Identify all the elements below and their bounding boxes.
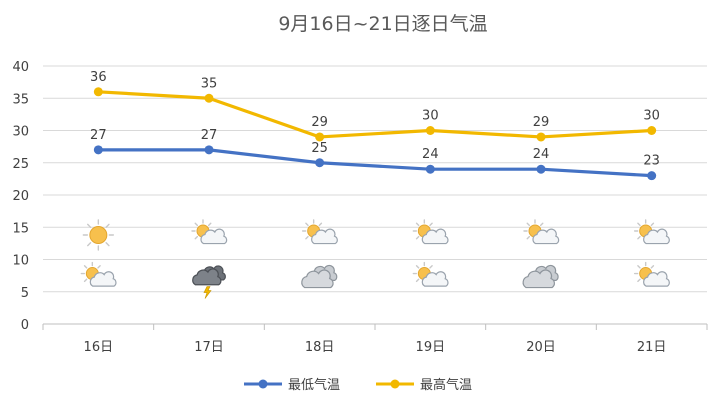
data-point-low <box>536 164 546 174</box>
series-line-high <box>98 90 652 139</box>
x-tick-label: 21日 <box>637 340 667 355</box>
data-label-high: 35 <box>201 76 218 91</box>
sun-icon <box>82 219 115 251</box>
data-label-low: 27 <box>201 128 218 143</box>
sun-cloud-icon <box>633 261 670 287</box>
sun-cloud-icon <box>412 261 449 287</box>
data-label-high: 29 <box>533 115 550 130</box>
thunderstorm-icon <box>192 265 226 299</box>
cloudy-icon <box>522 264 559 289</box>
data-point-high <box>425 126 435 135</box>
data-point-high <box>204 93 214 103</box>
legend-label-high: 最高气温 <box>420 377 472 393</box>
legend-marker-high <box>390 379 400 389</box>
data-point-low <box>647 171 657 181</box>
x-tick-label: 18日 <box>305 340 335 355</box>
legend-label-low: 最低气温 <box>288 377 340 393</box>
data-label-low: 24 <box>533 147 550 162</box>
legend-marker-low <box>258 379 268 389</box>
data-point-low <box>425 164 435 174</box>
weather-icons <box>80 219 670 299</box>
data-point-low <box>204 145 214 155</box>
y-tick-label: 10 <box>12 254 29 269</box>
y-tick-label: 15 <box>12 221 29 236</box>
y-tick-label: 30 <box>12 125 29 140</box>
x-tick-label: 17日 <box>194 340 224 355</box>
x-tick-label: 16日 <box>84 340 114 355</box>
sun-cloud-icon <box>301 219 338 245</box>
series-line-low <box>98 148 652 178</box>
y-tick-label: 40 <box>12 60 29 75</box>
data-point-high <box>647 126 657 135</box>
data-point-high <box>315 132 325 142</box>
x-axis-ticks: 16日 17日 18日 19日 20日 21日 <box>84 340 667 355</box>
grid-lines <box>42 65 708 330</box>
legend: 最低气温 最高气温 <box>244 377 472 393</box>
y-tick-label: 25 <box>12 157 29 172</box>
data-label-high: 36 <box>90 70 107 85</box>
y-tick-label: 20 <box>12 189 29 204</box>
y-tick-label: 35 <box>12 92 29 107</box>
data-point-low <box>93 145 103 155</box>
cloudy-icon <box>301 264 338 289</box>
data-point-high <box>93 87 103 97</box>
data-point-low <box>315 158 325 168</box>
x-tick-label: 20日 <box>526 340 556 355</box>
data-point-high <box>536 132 546 142</box>
data-label-low: 27 <box>90 128 107 143</box>
sun-cloud-icon <box>412 219 449 245</box>
data-label-low: 23 <box>643 154 660 169</box>
x-tick-label: 19日 <box>416 340 446 355</box>
y-axis-ticks: 0 5 10 15 20 25 30 35 40 <box>12 60 29 333</box>
data-label-low: 24 <box>422 147 439 162</box>
sun-cloud-icon <box>523 219 560 245</box>
y-tick-label: 5 <box>21 286 29 301</box>
data-label-high: 30 <box>422 109 439 124</box>
data-label-high: 29 <box>311 115 328 130</box>
series-layer: 27 27 25 24 24 23 36 35 29 30 29 30 <box>90 70 660 181</box>
sun-cloud-icon <box>191 219 228 245</box>
y-tick-label: 0 <box>21 318 29 333</box>
sun-cloud-icon <box>80 261 117 287</box>
chart-title: 9月16日~21日逐日气温 <box>278 13 487 35</box>
data-label-high: 30 <box>643 109 660 124</box>
sun-cloud-icon <box>633 219 670 245</box>
data-label-low: 25 <box>311 141 328 156</box>
